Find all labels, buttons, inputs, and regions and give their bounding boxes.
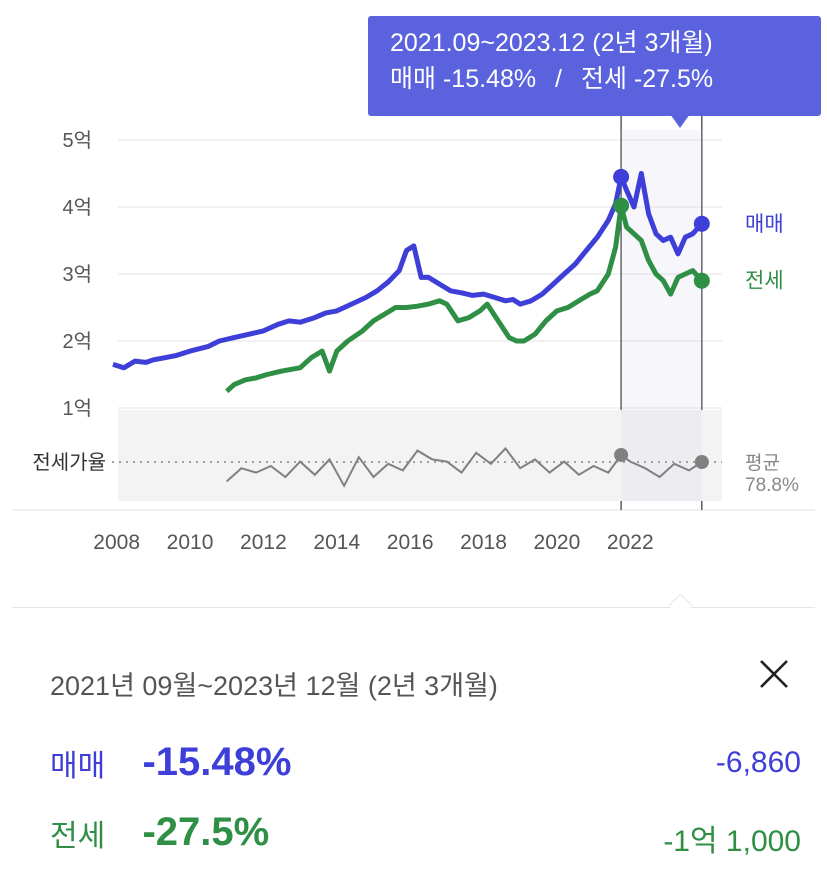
y-tick-label: 5억 [62,129,92,152]
jeonse-pct: -27.5% [142,810,270,854]
tooltip-jeonse-pct: -27.5% [633,65,714,93]
panel-period: 2021년 09월~2023년 12월 (2년 3개월) [50,671,498,701]
sale-start-point [613,168,630,185]
jeonse-row: 전세 -27.5% [50,810,269,855]
sale-row: 매매 -15.48% [50,740,291,785]
jeonse-series-label: 전세 [745,270,784,293]
sale-end-point [693,215,710,232]
average-label: 평균 [745,452,780,474]
x-tick-label: 2012 [240,531,287,554]
tooltip-separator: / [555,65,562,93]
tooltip-jeonse-label: 전세 [580,65,627,93]
x-tick-label: 2014 [313,531,360,554]
tooltip-sale-label: 매매 [390,65,437,93]
x-tick-label: 2016 [387,531,434,554]
selected-range-shade [621,130,702,501]
tooltip-period: 2021.09~2023.12 (2년 3개월) [390,29,713,57]
panel-caret [668,593,693,618]
tooltip-sale-pct: -15.48% [442,65,537,93]
range-tooltip: 2021.09~2023.12 (2년 3개월) 매매 -15.48% / 전세… [368,16,821,116]
y-tick-label: 3억 [62,263,92,286]
sale-pct: -15.48% [142,740,292,784]
sale-line [112,171,704,371]
x-tick-label: 2010 [167,531,214,554]
y-tick-label: 1억 [62,397,92,420]
chart-markers [613,168,710,469]
x-tick-label: 2022 [607,531,654,554]
chart-bands [118,130,722,501]
tooltip-values: 매매 -15.48% / 전세 -27.5% [390,61,821,97]
tooltip-arrow [670,114,690,128]
close-icon[interactable] [752,652,796,696]
jeonse-label: 전세 [50,819,106,853]
sale-diff: -6,860 [715,746,801,779]
jeonse-start-point [613,197,630,214]
ratio-end-point [694,455,709,469]
y-tick-label: 4억 [62,196,92,219]
x-tick-label: 2018 [460,531,507,554]
chart-labels: 5억 4억 3억 2억 1억 2008 2010 2012 2014 2016 2018 2020 20… [32,129,799,554]
sale-series-label: 매매 [745,213,784,236]
panel-divider [12,607,815,608]
average-value: 78.8% [745,475,799,496]
jeonse-line [225,203,704,394]
x-tick-label: 2020 [534,531,581,554]
ratio-start-point [614,447,629,462]
sale-label: 매매 [50,749,106,783]
x-tick-label: 2008 [93,531,140,554]
close-button[interactable] [752,652,796,696]
jeonse-end-point [693,272,710,289]
jeonse-diff: -1억 1,000 [663,825,801,858]
ratio-axis-label: 전세가율 [32,451,106,474]
y-tick-label: 2억 [62,330,92,353]
price-chart[interactable]: 5억 4억 3억 2억 1억 2008 2010 2012 2014 2016 2018 2020 20… [0,0,827,560]
